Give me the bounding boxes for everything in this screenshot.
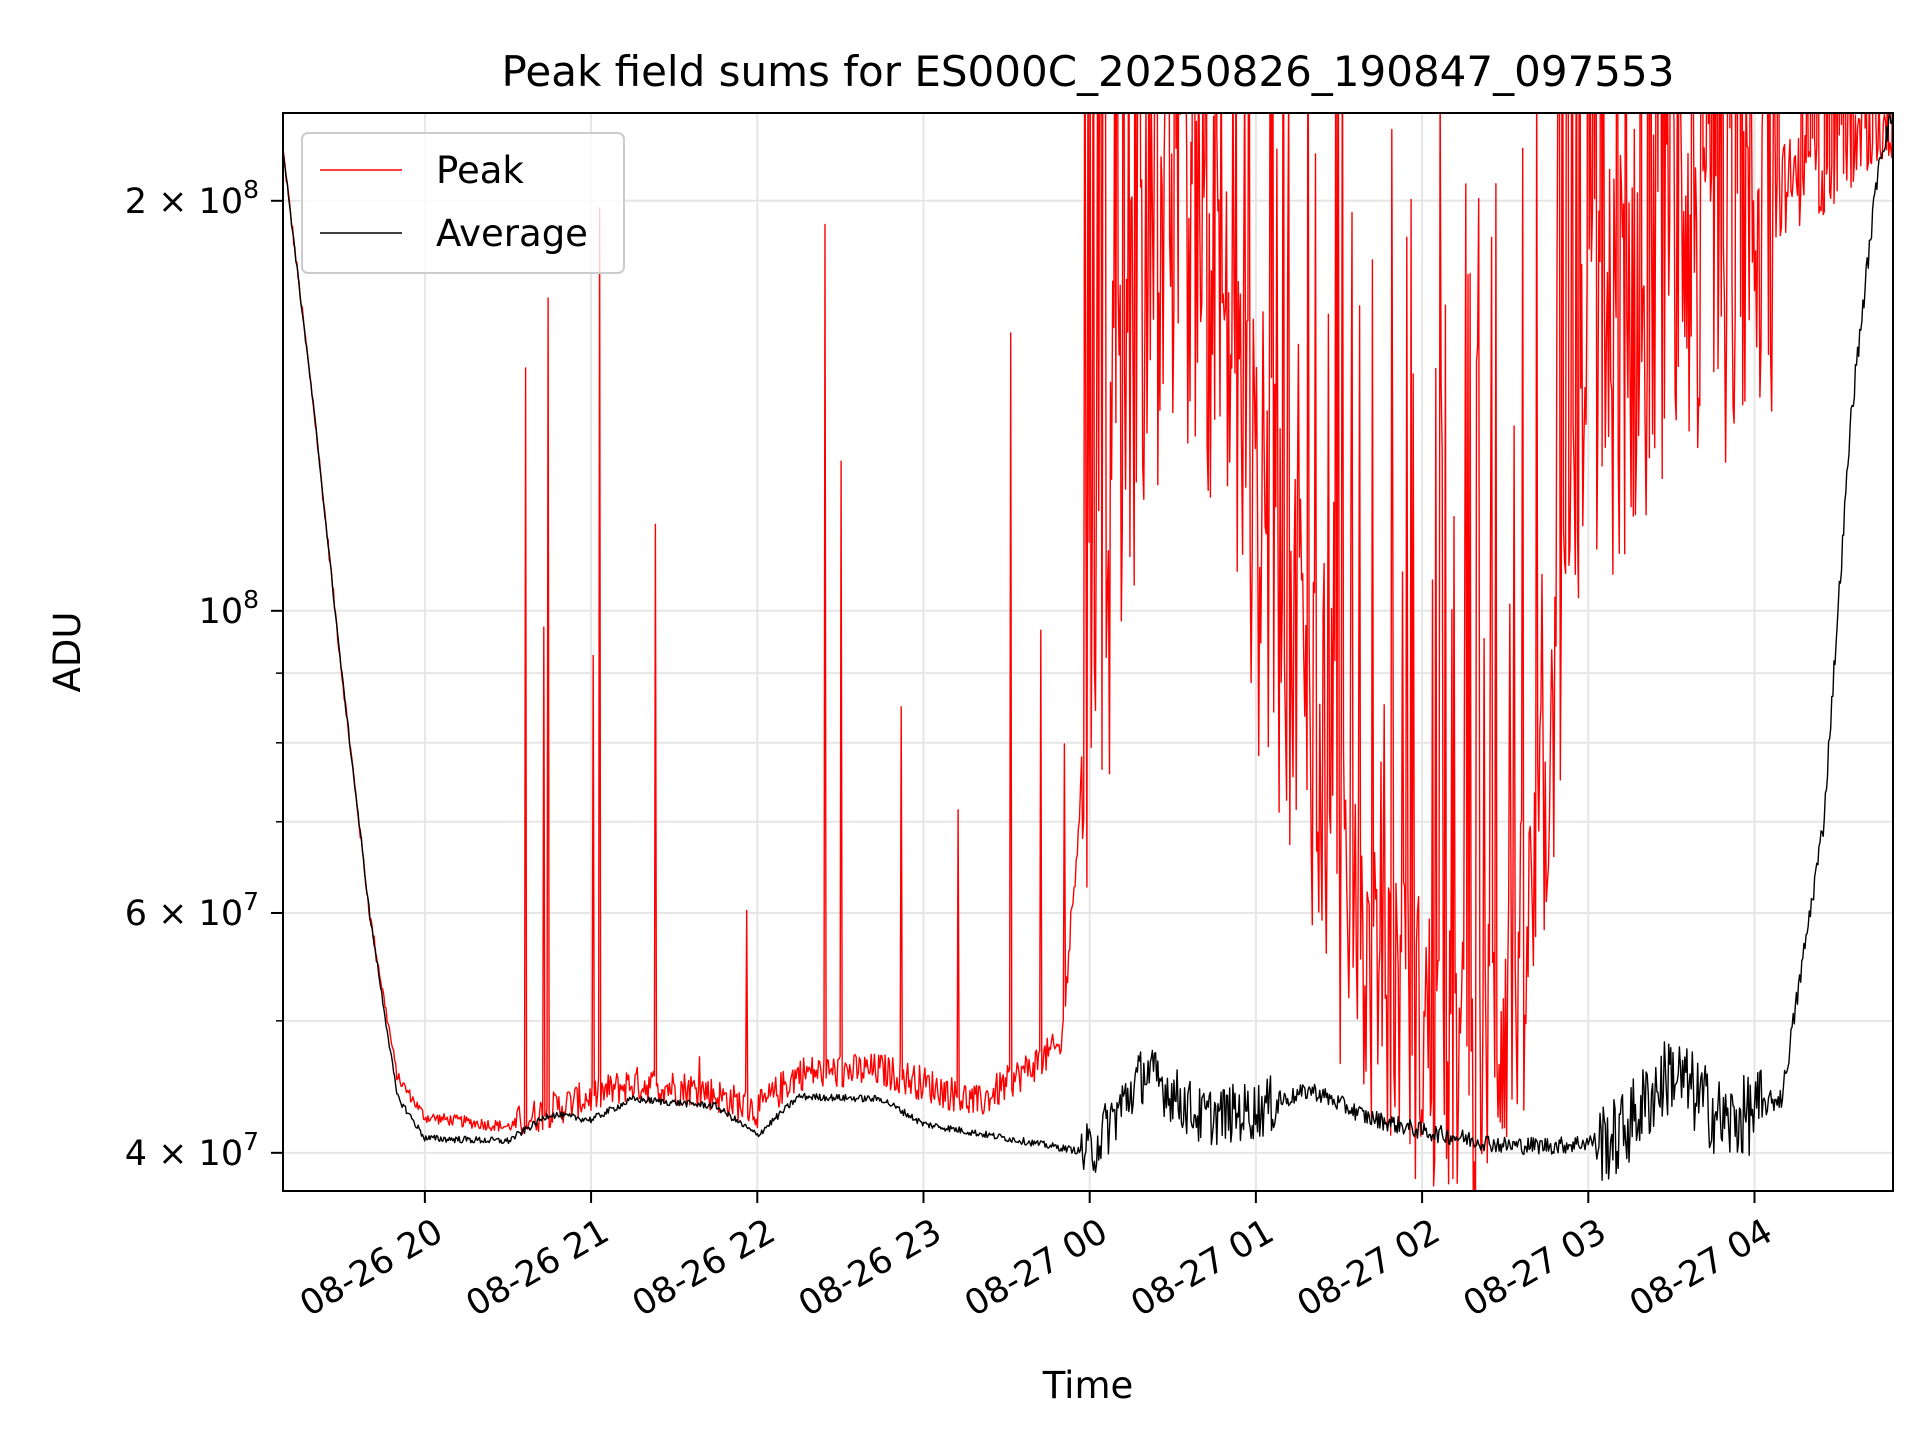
chart-title: Peak field sums for ES000C_20250826_1908… <box>502 47 1675 96</box>
grid-lines <box>283 113 1893 1191</box>
y-axis-ticks: 4 × 107 6 × 107 108 2 × 108 <box>125 175 283 1174</box>
legend-label-average: Average <box>436 212 588 255</box>
y-tick-label: 6 × 107 <box>125 887 259 934</box>
y-axis-label: ADU <box>46 612 89 693</box>
legend-box <box>301 132 625 274</box>
plot-frame <box>282 112 1894 1192</box>
series-layer <box>283 113 1893 1191</box>
y-tick-label: 2 × 108 <box>125 175 259 222</box>
y-tick-label: 108 <box>199 585 259 632</box>
legend-label-peak: Peak <box>436 149 524 192</box>
x-axis-label: Time <box>1042 1364 1134 1407</box>
y-tick-label: 4 × 107 <box>125 1127 259 1174</box>
series-line-average <box>283 113 1893 1181</box>
legend: Peak Average <box>301 132 625 274</box>
series-line-peak <box>283 113 1893 1191</box>
